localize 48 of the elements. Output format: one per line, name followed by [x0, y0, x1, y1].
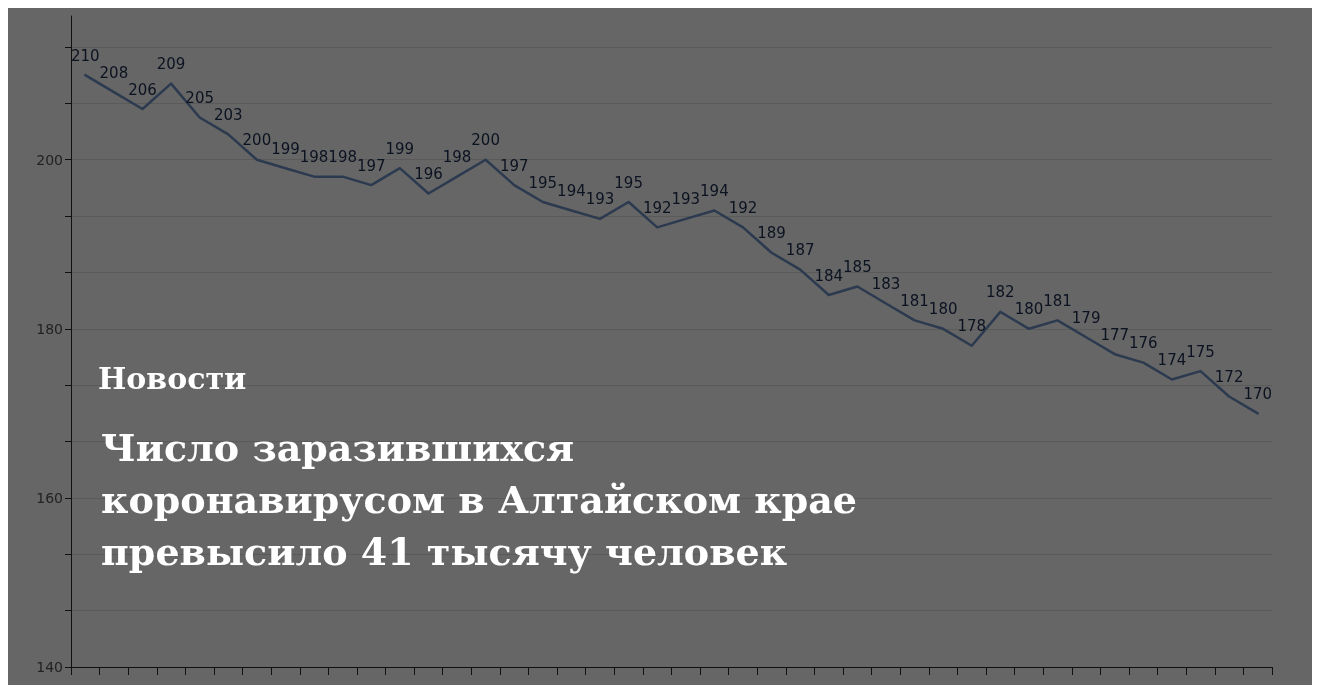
- data-label: 200: [242, 131, 272, 150]
- data-label: 200: [471, 131, 500, 150]
- data-label: 178: [957, 317, 987, 336]
- y-tick-label: 200: [36, 151, 63, 168]
- data-label: 205: [185, 88, 214, 107]
- data-label: 193: [671, 190, 701, 209]
- data-label: 206: [128, 80, 157, 99]
- data-label: 195: [614, 173, 643, 192]
- data-label: 198: [442, 148, 472, 167]
- data-label: 177: [1100, 325, 1130, 344]
- data-label: 181: [1043, 291, 1072, 310]
- data-label: 196: [414, 165, 443, 184]
- data-label: 193: [585, 190, 615, 209]
- data-label: 197: [356, 156, 386, 175]
- data-label: 184: [814, 266, 844, 285]
- y-tick-label: 160: [36, 489, 63, 506]
- data-label: 194: [557, 181, 586, 200]
- annotation: Новости: [98, 360, 247, 396]
- data-label: 181: [900, 291, 929, 310]
- data-label: 174: [1157, 351, 1187, 370]
- y-tick-label: 140: [36, 659, 63, 675]
- data-label: 208: [99, 63, 129, 82]
- data-label: 199: [271, 139, 300, 158]
- data-label: 209: [156, 55, 186, 74]
- data-label: 197: [499, 156, 529, 175]
- data-label: 203: [213, 105, 243, 124]
- data-label: 176: [1129, 334, 1158, 353]
- data-label: 175: [1186, 342, 1215, 361]
- data-label: 189: [757, 224, 786, 243]
- y-tick-label: 180: [36, 320, 63, 337]
- data-label: 192: [728, 198, 758, 217]
- data-label: 195: [528, 173, 558, 192]
- data-label: 198: [299, 148, 329, 167]
- data-label: 210: [70, 46, 100, 65]
- data-label: 187: [785, 241, 815, 260]
- data-label: 199: [385, 139, 415, 158]
- data-label: 192: [642, 198, 672, 217]
- data-label: 180: [928, 300, 958, 319]
- data-label: 198: [328, 148, 357, 167]
- data-label: 180: [1014, 300, 1044, 319]
- data-label: 183: [871, 274, 901, 293]
- data-label: 172: [1214, 367, 1244, 386]
- text: Число заразившихся коронавирусом в Алтайском крае превысило 41 тысячу человек: [101, 424, 871, 574]
- data-label: 170: [1243, 384, 1273, 403]
- data-label: 182: [986, 283, 1015, 302]
- data-label: 194: [700, 181, 729, 200]
- data-label: 179: [1071, 308, 1101, 327]
- data-label: 185: [843, 258, 872, 277]
